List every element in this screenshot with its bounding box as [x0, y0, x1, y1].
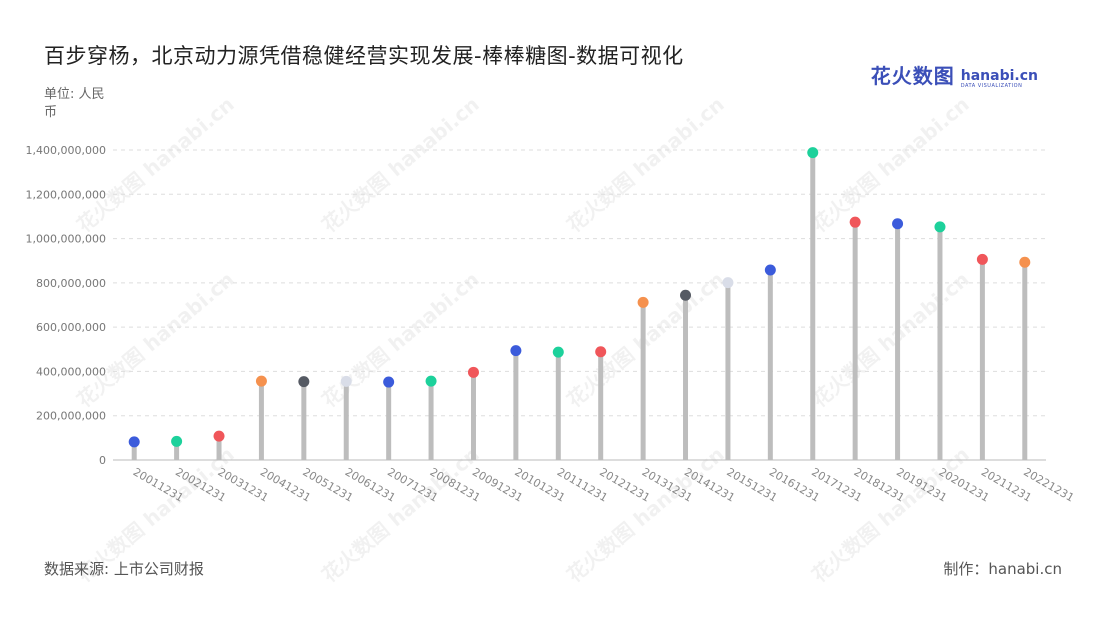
lollipop-dot [298, 376, 310, 388]
lollipop-dot [1019, 256, 1031, 268]
lollipop-dot [722, 277, 734, 289]
lollipop-dot [467, 366, 479, 378]
y-axis: 0 200,000,000 400,000,000 600,000,000 800,00… [26, 144, 106, 467]
unit-label: 单位: 人民币 [44, 87, 105, 120]
watermark-text: 花火数图 hanabi.cn [562, 92, 729, 237]
lollipop-dot [552, 346, 564, 358]
lollipop-dot [637, 296, 649, 308]
grid-lines [113, 149, 1046, 461]
lollipop-dot [510, 345, 522, 357]
lollipop-dot [595, 346, 607, 358]
lollipop-dot [934, 221, 946, 233]
lollipop-dot [340, 375, 352, 387]
lollipop-dot [425, 375, 437, 387]
chart-marks [128, 147, 1031, 460]
lollipop-dot [680, 289, 692, 301]
lollipop-dot [976, 253, 988, 265]
watermark-text: 花火数图 hanabi.cn [317, 92, 484, 237]
lollipop-dot [171, 435, 183, 447]
logo-chinese-text: 花火数图 [870, 64, 955, 88]
y-tick-label: 1,400,000,000 [26, 144, 106, 157]
watermark-layer: 花火数图 hanabi.cn 花火数图 hanabi.cn 花火数图 hanabi.… [72, 92, 974, 587]
watermark-text: 花火数图 hanabi.cn [562, 442, 729, 587]
lollipop-dot [807, 147, 819, 159]
lollipop-dot [213, 430, 225, 442]
credit-label: 制作：hanabi.cn [943, 560, 1062, 578]
brand-logo: 花火数图 hanabi.cn DATA VISUALIZATION [871, 60, 1038, 89]
y-tick-label: 1,200,000,000 [26, 188, 106, 201]
y-tick-label: 400,000,000 [36, 365, 106, 378]
y-tick-label: 0 [99, 454, 106, 467]
watermark-text: 花火数图 hanabi.cn [72, 92, 239, 237]
watermark-text: 花火数图 hanabi.cn [807, 92, 974, 237]
y-tick-label: 200,000,000 [36, 410, 106, 423]
y-tick-label: 800,000,000 [36, 277, 106, 290]
y-tick-label: 600,000,000 [36, 321, 106, 334]
lollipop-dot [849, 216, 861, 228]
lollipop-dot [764, 264, 776, 276]
logo-english-block: hanabi.cn DATA VISUALIZATION [961, 69, 1038, 89]
watermark-text: 花火数图 hanabi.cn [807, 267, 974, 412]
watermark-text: 花火数图 hanabi.cn [317, 442, 484, 587]
data-source: 数据来源: 上市公司财报 [44, 560, 204, 578]
logo-subtitle: DATA VISUALIZATION [960, 83, 1023, 89]
lollipop-dot [128, 436, 140, 448]
chart-title: 百步穿杨，北京动力源凭借稳健经营实现发展-棒棒糖图-数据可视化 [44, 44, 684, 68]
lollipop-dot [892, 218, 904, 230]
y-tick-label: 1,000,000,000 [26, 233, 106, 246]
logo-english-text: hanabi.cn [960, 68, 1038, 84]
lollipop-dot [383, 376, 395, 388]
watermark-text: 花火数图 hanabi.cn [317, 267, 484, 412]
lollipop-dot [255, 375, 267, 387]
